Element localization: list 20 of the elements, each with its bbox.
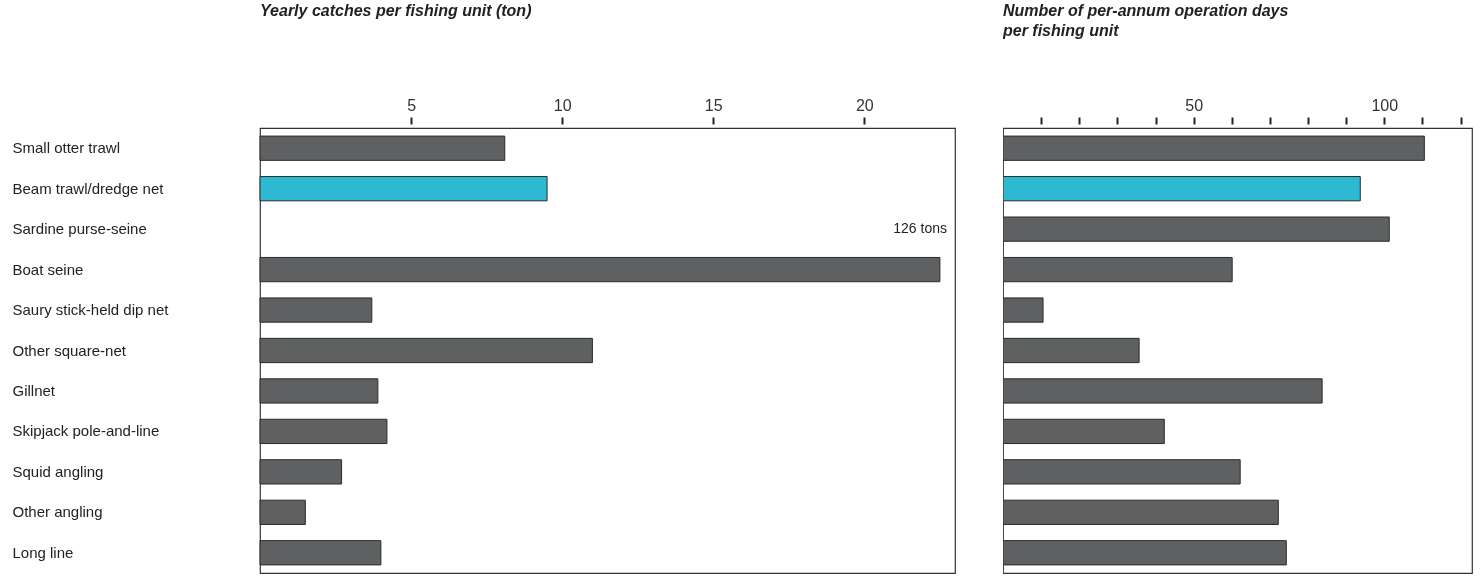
y-tick-label: Skipjack pole-and-line: [12, 422, 160, 440]
y-tick-label: Sardine purse-seine: [12, 220, 147, 238]
x-tick-label: 10: [553, 96, 572, 114]
y-tick-label: Boat seine: [12, 260, 84, 278]
y-tick-label: Other angling: [12, 503, 103, 521]
y-tick-label: Beam trawl/dredge net: [12, 179, 165, 197]
y-tick-label: Long line: [12, 543, 74, 561]
x-tick-label: 20: [855, 96, 874, 114]
x-tick-label: 100: [1371, 96, 1399, 114]
annotation: 126 tons: [893, 220, 947, 237]
x-tick-label: 50: [1185, 96, 1204, 114]
x-tick-label: 15: [704, 96, 723, 114]
y-tick-label: Saury stick-held dip net: [12, 301, 170, 319]
chart-title: Number of per-annum operation days per fishing unit: [1002, 2, 1289, 39]
x-tick-label: 5: [407, 96, 417, 114]
y-tick-label: Small otter trawl: [12, 139, 121, 157]
y-tick-label: Squid angling: [12, 462, 104, 480]
chart-title: Yearly catches per fishing unit (ton): [260, 2, 532, 19]
y-tick-label: Other square-net: [12, 341, 127, 359]
y-tick-label: Gillnet: [12, 381, 56, 399]
